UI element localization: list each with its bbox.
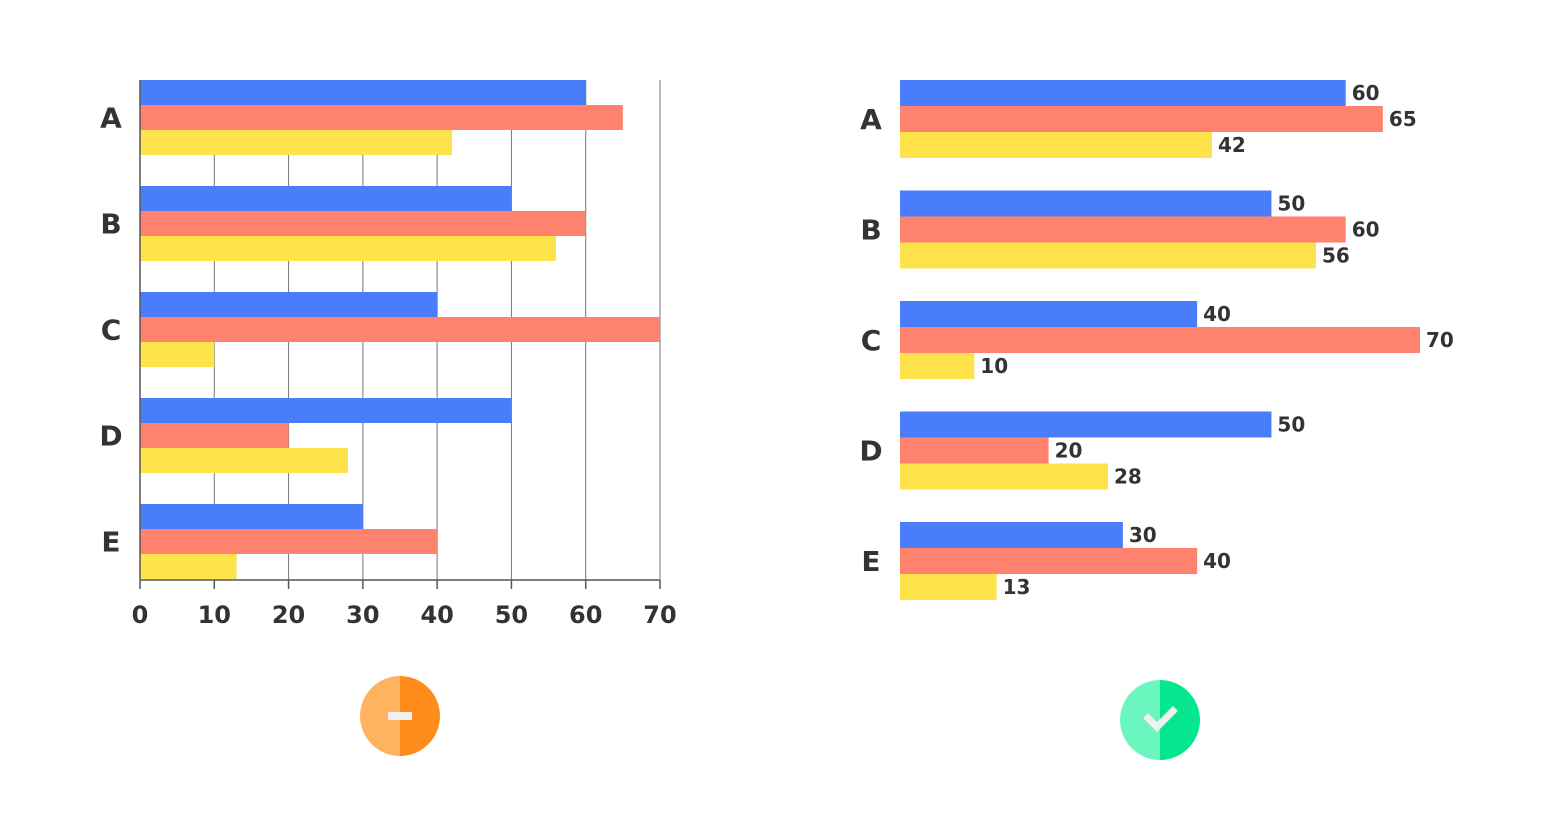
category-label: D xyxy=(859,435,882,468)
data-label: 50 xyxy=(1277,413,1305,437)
minus-badge xyxy=(360,676,440,756)
bar xyxy=(900,411,1272,438)
bar xyxy=(900,216,1346,243)
bar xyxy=(900,132,1212,158)
bar xyxy=(900,80,1346,106)
data-label: 56 xyxy=(1322,244,1350,268)
data-label: 10 xyxy=(980,354,1008,378)
bar xyxy=(140,529,438,554)
data-label: 65 xyxy=(1389,107,1417,131)
x-tick-label: 50 xyxy=(495,601,528,629)
bar xyxy=(140,423,289,448)
check-badge-right-half xyxy=(1160,680,1200,760)
category-label: B xyxy=(860,214,881,247)
bar xyxy=(900,574,997,600)
bar xyxy=(900,106,1383,132)
minus-icon xyxy=(388,712,412,720)
bar xyxy=(900,548,1198,574)
category-label: B xyxy=(100,208,121,241)
check-badge-left-half xyxy=(1120,680,1160,760)
check-badge xyxy=(1120,680,1200,760)
category-label: D xyxy=(99,420,122,453)
bar xyxy=(140,317,660,342)
bar-chart-with-axis: A B C D E 0 10 20 30 40 50 60 70 xyxy=(99,80,677,629)
bar xyxy=(140,554,237,579)
category-label: E xyxy=(861,545,880,578)
bar xyxy=(140,236,556,261)
bar xyxy=(900,437,1049,464)
bar xyxy=(140,186,512,211)
minus-badge-right-half xyxy=(400,676,440,756)
bar xyxy=(140,211,586,236)
minus-badge-left-half xyxy=(360,676,400,756)
bar xyxy=(140,504,363,529)
data-label: 42 xyxy=(1218,133,1246,157)
data-label: 60 xyxy=(1352,81,1380,105)
x-tick-label: 10 xyxy=(198,601,231,629)
category-label: A xyxy=(100,102,122,135)
category-label: C xyxy=(101,314,122,347)
bar xyxy=(140,130,452,155)
category-label: C xyxy=(861,324,882,357)
data-label: 30 xyxy=(1129,523,1157,547)
data-label: 50 xyxy=(1277,192,1305,216)
x-tick-label: 20 xyxy=(272,601,305,629)
data-label: 28 xyxy=(1114,465,1142,489)
x-tick-label: 70 xyxy=(643,601,676,629)
category-label: A xyxy=(860,103,882,136)
bar xyxy=(900,522,1123,548)
bar xyxy=(900,353,975,379)
x-tick-label: 30 xyxy=(346,601,379,629)
bar xyxy=(900,190,1272,217)
bar xyxy=(140,292,438,317)
data-label: 13 xyxy=(1003,575,1031,599)
check-icon xyxy=(1143,706,1178,732)
data-label: 40 xyxy=(1203,549,1231,573)
x-tick-label: 60 xyxy=(569,601,602,629)
bar xyxy=(140,342,215,367)
bar xyxy=(900,242,1316,269)
data-label: 60 xyxy=(1352,218,1380,242)
x-tick-label: 40 xyxy=(420,601,453,629)
bar xyxy=(900,301,1198,327)
bar xyxy=(900,463,1108,490)
bar xyxy=(140,398,512,423)
bar xyxy=(900,327,1420,353)
data-label: 20 xyxy=(1055,439,1083,463)
x-tick-label: 0 xyxy=(132,601,149,629)
bar xyxy=(140,80,586,105)
category-label: E xyxy=(101,526,120,559)
data-label: 70 xyxy=(1426,328,1454,352)
bar xyxy=(140,105,623,130)
data-label: 40 xyxy=(1203,302,1231,326)
bar xyxy=(140,448,348,473)
